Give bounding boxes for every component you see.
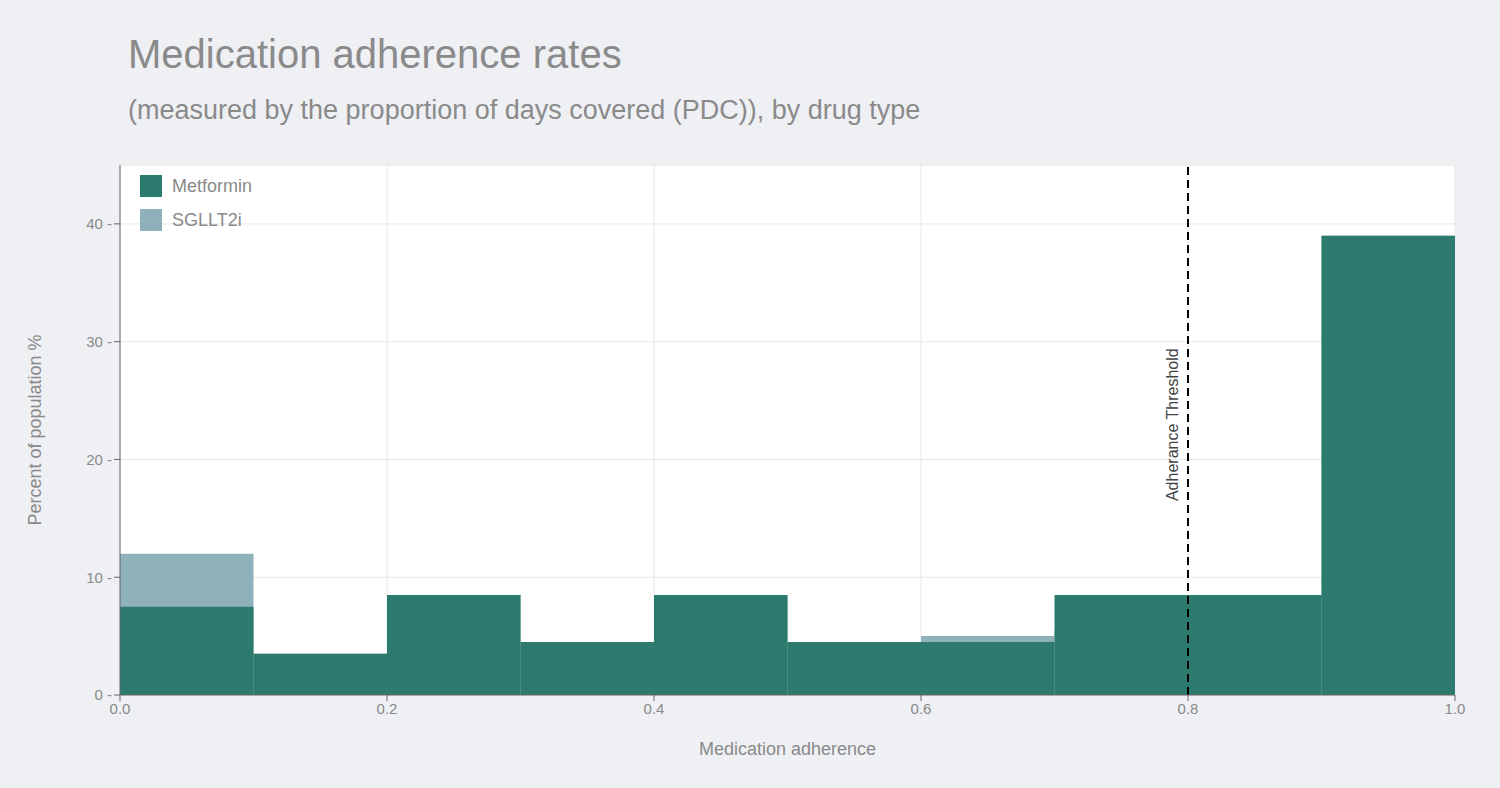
svg-text:0.8: 0.8: [1178, 700, 1199, 717]
html-text:SGLLT2i: SGLLT2i: [172, 209, 242, 230]
svg-text:Adherance Threshold: Adherance Threshold: [1164, 348, 1181, 501]
svg-text:0.0: 0.0: [110, 700, 131, 717]
html-text:(measured by the proportion of: (measured by the proportion of days cove…: [128, 95, 921, 125]
svg-text:Percent of population %: Percent of population %: [25, 334, 45, 525]
svg-text:1.0: 1.0: [1445, 700, 1466, 717]
svg-text:0.2: 0.2: [377, 700, 398, 717]
svg-text:20 -: 20 -: [86, 451, 112, 468]
svg-text:0.4: 0.4: [644, 700, 665, 717]
html-text:Metformin: Metformin: [172, 175, 252, 196]
svg-text:Medication adherence: Medication adherence: [699, 739, 876, 759]
html-text:Medication adherence rates: Medication adherence rates: [128, 32, 622, 76]
svg-text:0.6: 0.6: [911, 700, 932, 717]
svg-text:40 -: 40 -: [86, 215, 112, 232]
svg-text:30 -: 30 -: [86, 333, 112, 350]
svg-text:0 -: 0 -: [94, 686, 112, 703]
svg-text:10 -: 10 -: [86, 569, 112, 586]
